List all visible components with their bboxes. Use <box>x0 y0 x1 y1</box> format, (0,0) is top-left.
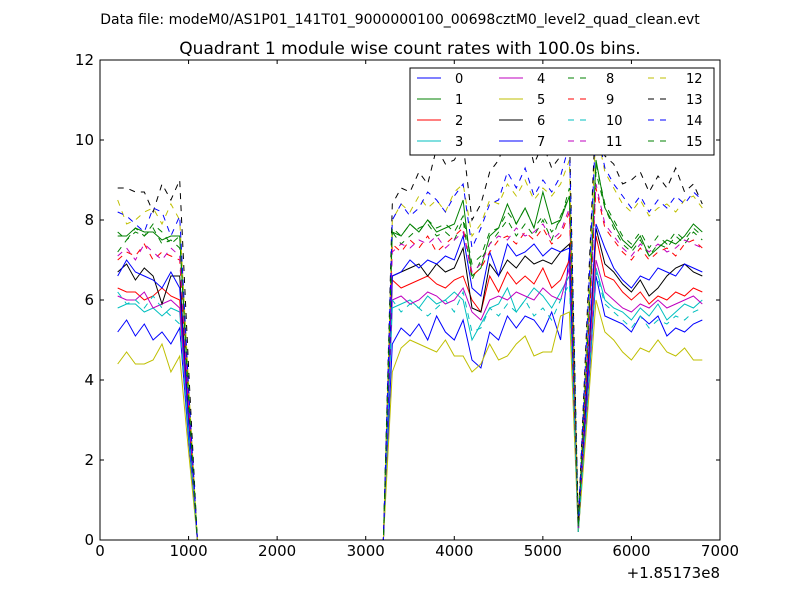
x-tick-label: 5000 <box>524 542 562 560</box>
legend-label-1: 1 <box>455 93 463 108</box>
series-line-11 <box>117 183 703 540</box>
legend-label-11: 11 <box>606 135 623 150</box>
legend-label-13: 13 <box>686 93 703 108</box>
legend-label-12: 12 <box>686 72 703 87</box>
x-tick-label: 7000 <box>701 542 739 560</box>
y-tick-label: 2 <box>84 451 94 469</box>
series-line-7 <box>117 223 703 540</box>
x-tick-label: 4000 <box>435 542 473 560</box>
y-tick-label: 4 <box>84 371 94 389</box>
y-tick-label: 0 <box>84 531 94 549</box>
legend-label-6: 6 <box>537 114 545 129</box>
series-line-3 <box>117 267 703 540</box>
legend-label-3: 3 <box>455 135 463 150</box>
series-line-8 <box>117 171 703 540</box>
x-tick-label: 3000 <box>347 542 385 560</box>
legend-label-4: 4 <box>537 72 545 87</box>
legend-label-10: 10 <box>606 114 623 129</box>
legend-label-15: 15 <box>686 135 703 150</box>
legend-label-0: 0 <box>455 72 463 87</box>
chart-title: Quadrant 1 module wise count rates with … <box>179 39 640 59</box>
legend-label-5: 5 <box>537 93 545 108</box>
series-line-1 <box>117 159 703 540</box>
legend-label-8: 8 <box>606 72 614 87</box>
x-tick-label: 2000 <box>258 542 296 560</box>
figure-suptitle: Data file: modeM0/AS1P01_141T01_90000001… <box>100 12 700 28</box>
series-line-13 <box>117 107 703 540</box>
series-line-0 <box>117 251 703 540</box>
y-tick-label: 10 <box>75 131 94 149</box>
legend-label-9: 9 <box>606 93 614 108</box>
series-line-5 <box>117 299 703 540</box>
x-tick-label: 6000 <box>612 542 650 560</box>
x-tick-label: 1000 <box>169 542 207 560</box>
legend-label-2: 2 <box>455 114 463 129</box>
series-line-2 <box>117 235 703 540</box>
series-line-12 <box>117 127 703 540</box>
y-tick-label: 8 <box>84 211 94 229</box>
series-line-10 <box>117 271 703 540</box>
legend-label-7: 7 <box>537 135 545 150</box>
series-lines <box>117 107 703 540</box>
series-line-14 <box>117 123 703 540</box>
legend-label-14: 14 <box>686 114 703 129</box>
x-tick-label: 0 <box>95 542 105 560</box>
x-offset-label: +1.85173e8 <box>627 564 720 582</box>
series-line-6 <box>117 227 703 540</box>
series-line-15 <box>117 163 703 540</box>
y-tick-label: 12 <box>75 51 94 69</box>
y-tick-label: 6 <box>84 291 94 309</box>
